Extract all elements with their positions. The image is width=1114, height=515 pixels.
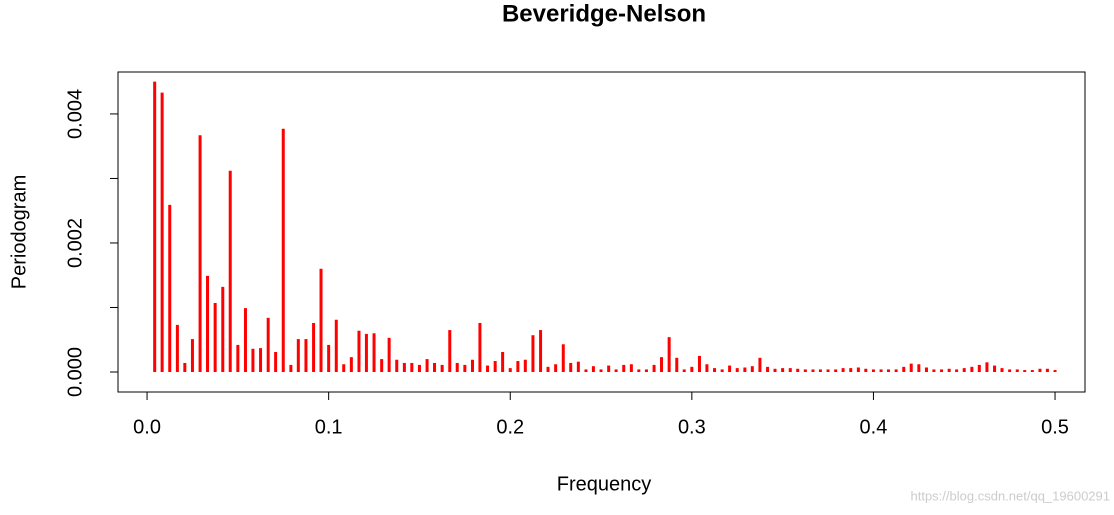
watermark: https://blog.csdn.net/qq_19600291 — [911, 488, 1111, 503]
x-tick-label: 0.5 — [1041, 416, 1069, 438]
x-tick-label: 0.4 — [860, 416, 888, 438]
y-tick-label: 0.002 — [64, 218, 86, 268]
plot-frame — [117, 71, 1086, 393]
chart-title: Beveridge-Nelson — [502, 0, 706, 27]
x-tick-label: 0.3 — [678, 416, 706, 438]
x-axis-label: Frequency — [557, 473, 652, 495]
x-tick-label: 0.1 — [315, 416, 343, 438]
y-axis-label: Periodogram — [8, 175, 30, 290]
y-tick-label: 0.000 — [64, 347, 86, 397]
x-tick-label: 0.0 — [133, 416, 161, 438]
x-tick-label: 0.2 — [496, 416, 524, 438]
y-tick-label: 0.004 — [64, 89, 86, 139]
